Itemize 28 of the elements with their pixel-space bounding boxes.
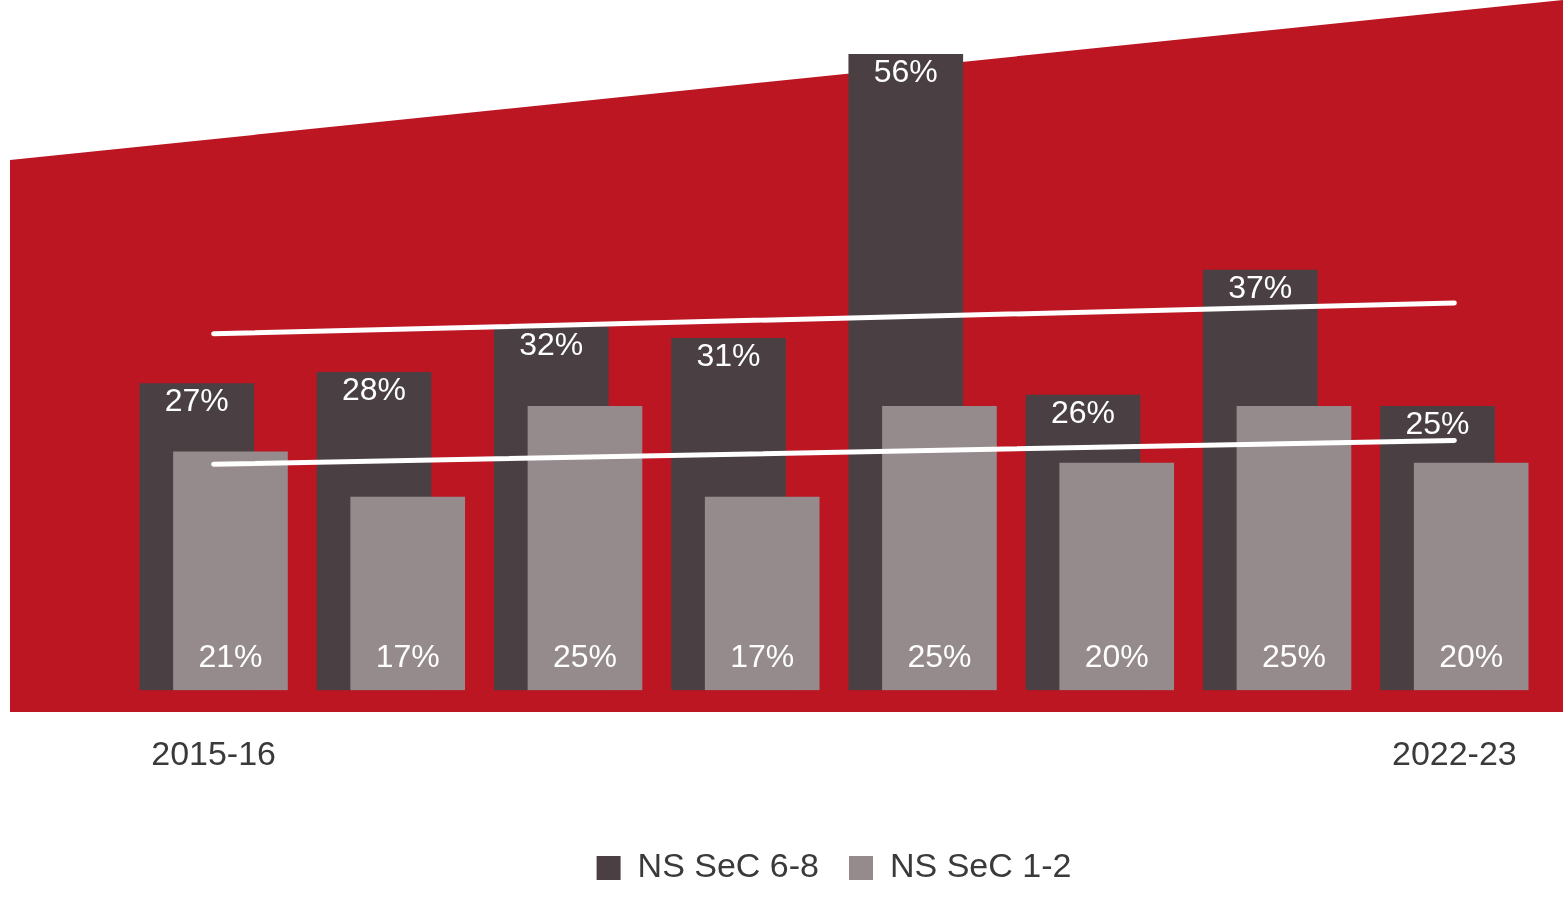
bar <box>1413 462 1529 691</box>
bar <box>1236 406 1352 691</box>
data-label: 26% <box>1051 393 1116 430</box>
bar <box>704 496 820 691</box>
bar <box>173 451 288 691</box>
x-tick-label: 2015-16 <box>151 733 277 772</box>
data-label: 31% <box>696 337 761 374</box>
bar <box>1059 462 1175 691</box>
x-tick-label: 2022-23 <box>1391 733 1517 772</box>
data-label: 56% <box>873 53 938 90</box>
data-label: 32% <box>519 325 584 362</box>
data-label: 25% <box>907 638 972 675</box>
bar <box>882 406 997 691</box>
legend-label: NS SeC 6-8 <box>637 846 819 885</box>
data-label: 28% <box>342 371 407 408</box>
data-label: 37% <box>1228 268 1293 305</box>
data-label: 20% <box>1439 638 1504 675</box>
data-label: 27% <box>164 382 229 419</box>
legend-label: NS SeC 1-2 <box>890 846 1072 885</box>
data-label: 25% <box>1261 638 1326 675</box>
data-label: 17% <box>375 638 440 675</box>
bar <box>350 496 466 691</box>
data-label: 20% <box>1084 638 1149 675</box>
data-label: 25% <box>1405 405 1470 442</box>
data-label: 25% <box>552 638 617 675</box>
data-label: 17% <box>730 638 795 675</box>
data-label: 21% <box>198 638 263 675</box>
bar <box>527 406 643 691</box>
